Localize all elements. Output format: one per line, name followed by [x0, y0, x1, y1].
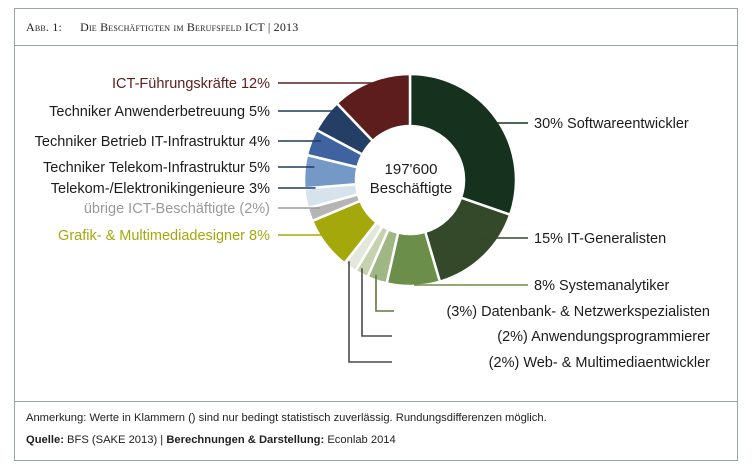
slice-label-9: Techniker Telekom-Infrastruktur 5% — [43, 160, 270, 176]
slice-12 — [335, 72, 412, 143]
slice-labels: 30% Softwareentwickler 15% IT-Generaliste… — [35, 76, 710, 371]
figure-header: Abb. 1: Die Beschäftigten im Berufsfeld I… — [14, 8, 738, 46]
slice-label-10: Techniker Betrieb IT-Infrastruktur 4% — [35, 134, 270, 150]
figure-title: Abb. 1: Die Beschäftigten im Berufsfeld I… — [26, 20, 298, 35]
slice-1 — [423, 196, 512, 284]
leader-line — [361, 268, 392, 337]
slice-label-6: Grafik- & Multimediadesigner 8% — [58, 228, 270, 244]
calc-label: Berechnungen & Darstellung: — [166, 434, 325, 446]
slice-label-7: übrige ICT-Beschäftigte (2%) — [84, 201, 270, 217]
figure-title-text: Die Beschäftigten im Berufsfeld ICT | 20… — [80, 20, 299, 34]
slice-0 — [408, 72, 518, 217]
source-text: BFS (SAKE 2013) | — [67, 434, 167, 446]
source-label: Quelle: — [26, 434, 64, 446]
leader-line — [348, 261, 392, 363]
center-caption: Beschäftigte — [370, 180, 453, 197]
figure-footer: Anmerkung: Werte in Klammern () sind nur… — [14, 401, 738, 461]
figure-number: Abb. 1: — [26, 20, 63, 34]
slice-label-5: (2%) Web- & Multimediaentwickler — [489, 355, 710, 371]
slice-label-4: (2%) Anwendungsprogrammierer — [497, 329, 710, 345]
slice-label-3: (3%) Datenbank- & Netzwerkspezialisten — [446, 304, 710, 320]
slice-label-8: Telekom-/Elektronikingenieure 3% — [51, 181, 270, 197]
slice-label-1: 15% IT-Generalisten — [534, 231, 666, 247]
footnote-text: Werte in Klammern () sind nur bedingt st… — [89, 412, 547, 424]
footnote: Anmerkung: Werte in Klammern () sind nur… — [26, 412, 547, 424]
center-total: 197'600 — [385, 161, 438, 178]
slice-label-2: 8% Systemanalytiker — [534, 278, 670, 294]
source-line: Quelle: BFS (SAKE 2013) | Berechnungen &… — [26, 434, 396, 446]
slice-label-0: 30% Softwareentwickler — [534, 116, 689, 132]
leader-line — [375, 274, 394, 312]
donut-slices — [302, 72, 518, 288]
calc-text: Econlab 2014 — [327, 434, 396, 446]
leader-lines — [278, 82, 528, 363]
figure-frame — [14, 8, 738, 461]
footnote-label: Anmerkung: — [26, 412, 87, 424]
slice-label-11: Techniker Anwenderbetreuung 5% — [49, 104, 270, 120]
slice-label-12: ICT-Führungskräfte 12% — [112, 76, 270, 92]
